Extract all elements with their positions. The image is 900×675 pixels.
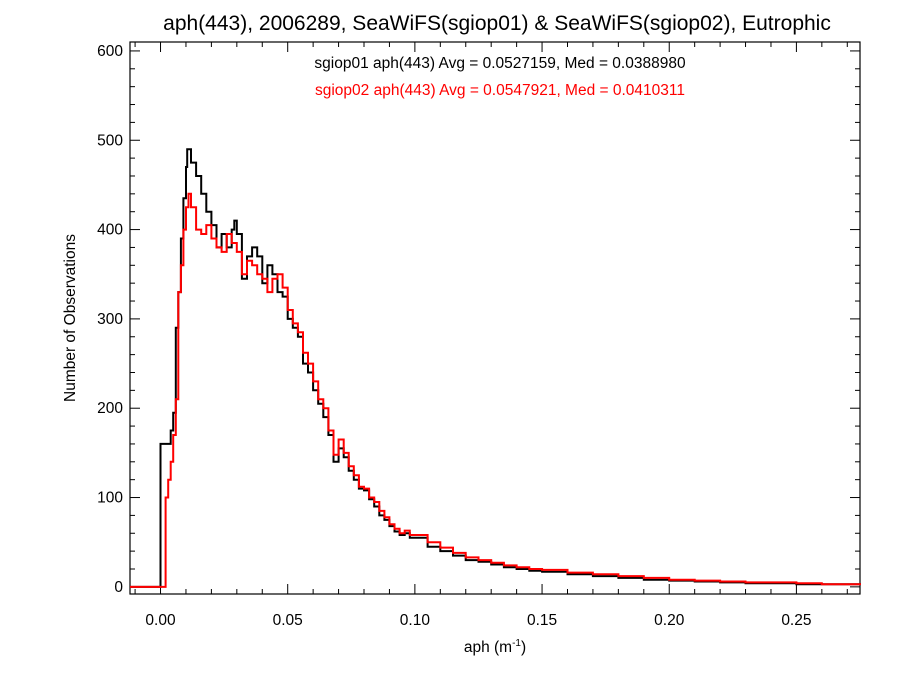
series-layer bbox=[130, 148, 861, 588]
x-tick-label: 0.25 bbox=[781, 612, 811, 629]
y-axis: 0 100 200 300 400 500 600 bbox=[97, 43, 860, 596]
y-tick-label: 200 bbox=[97, 400, 123, 417]
y-tick-label: 0 bbox=[114, 579, 123, 596]
x-tick-label: 0.00 bbox=[145, 612, 176, 629]
x-axis-label: aph (m-1) bbox=[464, 638, 526, 656]
x-tick-label: 0.20 bbox=[654, 612, 685, 629]
series-line-sgiop02 bbox=[130, 192, 861, 588]
y-tick-label: 400 bbox=[97, 222, 123, 239]
chart-title: aph(443), 2006289, SeaWiFS(sgiop01) & Se… bbox=[163, 12, 831, 35]
series-line-sgiop01 bbox=[130, 148, 861, 588]
y-tick-label: 600 bbox=[97, 43, 123, 60]
x-axis-label-suffix: ) bbox=[521, 639, 526, 656]
x-axis: 0.00 0.05 0.10 0.15 0.20 0.25 bbox=[134, 42, 848, 629]
y-axis-label: Number of Observations bbox=[62, 234, 79, 402]
y-tick-label: 500 bbox=[97, 132, 123, 149]
x-axis-label-text: aph (m bbox=[464, 639, 512, 656]
y-tick-label: 100 bbox=[97, 490, 123, 507]
x-tick-label: 0.15 bbox=[527, 612, 557, 629]
x-tick-label: 0.10 bbox=[400, 612, 431, 629]
x-axis-label-superscript: -1 bbox=[512, 638, 521, 649]
series-1-stats: sgiop01 aph(443) Avg = 0.0527159, Med = … bbox=[314, 55, 686, 72]
series-2-stats: sgiop02 aph(443) Avg = 0.0547921, Med = … bbox=[315, 82, 685, 99]
x-tick-label: 0.05 bbox=[273, 612, 303, 629]
plot-frame bbox=[129, 41, 861, 595]
y-tick-label: 300 bbox=[97, 311, 123, 328]
